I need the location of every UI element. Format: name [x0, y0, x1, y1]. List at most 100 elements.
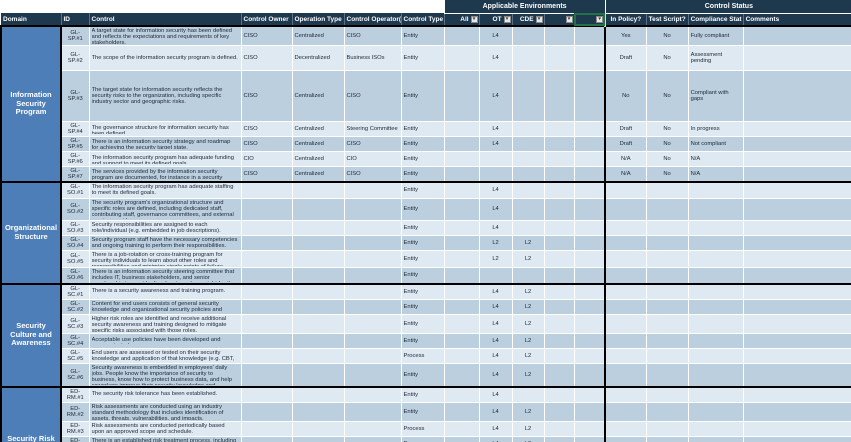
cell-control-type[interactable]: Process: [401, 421, 445, 437]
cell-compliance-status[interactable]: [688, 386, 744, 403]
env-cell-all[interactable]: [444, 363, 480, 387]
cell-operation-type[interactable]: [292, 220, 345, 236]
env-cell-blank-2[interactable]: [574, 182, 606, 199]
env-cell-blank-2[interactable]: [574, 220, 606, 236]
column-header-env-cde[interactable]: CDE ▾: [512, 13, 545, 26]
cell-in-policy[interactable]: [604, 402, 647, 422]
cell-in-policy[interactable]: N/A: [604, 166, 647, 183]
cell-operation-type[interactable]: [292, 267, 345, 284]
cell-id[interactable]: GL-SO.#5: [61, 250, 90, 268]
cell-in-policy[interactable]: No: [604, 70, 647, 122]
cell-in-policy[interactable]: Draft: [604, 136, 647, 152]
column-header-env-blank-1[interactable]: ▾: [544, 13, 575, 26]
cell-control-operator[interactable]: [344, 299, 402, 315]
cell-control[interactable]: There is an established risk treatment p…: [89, 436, 242, 442]
cell-comments[interactable]: [743, 299, 851, 315]
env-cell-blank-1[interactable]: [544, 363, 575, 387]
cell-control-operator[interactable]: CISO: [344, 166, 402, 183]
cell-in-policy[interactable]: [604, 348, 647, 364]
cell-comments[interactable]: [743, 182, 851, 199]
env-cell-blank-1[interactable]: [544, 299, 575, 315]
env-cell-blank-1[interactable]: [544, 348, 575, 364]
env-cell-cde[interactable]: [512, 220, 545, 236]
env-cell-all[interactable]: [444, 182, 480, 199]
env-cell-cde[interactable]: [512, 45, 545, 71]
cell-control[interactable]: Higher risk roles are identified and rec…: [89, 314, 242, 334]
cell-id[interactable]: ED-RM.#4: [61, 436, 90, 442]
env-cell-all[interactable]: [444, 166, 480, 183]
cell-control[interactable]: There is an information security steerin…: [89, 267, 242, 284]
cell-comments[interactable]: [743, 250, 851, 268]
env-cell-ot[interactable]: L4: [479, 70, 513, 122]
cell-compliance-status[interactable]: [688, 363, 744, 387]
cell-operation-type[interactable]: Centralized: [292, 70, 345, 122]
cell-comments[interactable]: [743, 421, 851, 437]
cell-control-operator[interactable]: CIO: [344, 151, 402, 167]
cell-compliance-status[interactable]: [688, 267, 744, 284]
cell-comments[interactable]: [743, 235, 851, 251]
cell-comments[interactable]: [743, 386, 851, 403]
cell-in-policy[interactable]: [604, 220, 647, 236]
cell-in-policy[interactable]: [604, 363, 647, 387]
env-cell-ot[interactable]: [479, 166, 513, 183]
cell-id[interactable]: GL-SC.#6: [61, 363, 90, 387]
cell-control-owner[interactable]: [241, 267, 293, 284]
env-cell-ot[interactable]: L2: [479, 235, 513, 251]
cell-control-operator[interactable]: [344, 348, 402, 364]
cell-control-owner[interactable]: [241, 436, 293, 442]
env-cell-cde[interactable]: L2: [512, 283, 545, 300]
filter-dropdown-icon[interactable]: ▾: [535, 15, 543, 23]
env-cell-blank-1[interactable]: [544, 198, 575, 221]
column-header-compliance-status[interactable]: Compliance Stat: [688, 13, 744, 26]
cell-control-type[interactable]: Process: [401, 436, 445, 442]
env-cell-blank-1[interactable]: [544, 402, 575, 422]
env-cell-ot[interactable]: L4: [479, 348, 513, 364]
env-cell-all[interactable]: [444, 151, 480, 167]
env-cell-blank-2[interactable]: [574, 436, 606, 442]
cell-control-owner[interactable]: [241, 235, 293, 251]
cell-id[interactable]: GL-SO.#4: [61, 235, 90, 251]
env-cell-blank-1[interactable]: [544, 333, 575, 349]
column-header-control[interactable]: Control: [89, 13, 242, 26]
cell-control-operator[interactable]: Steering Committee: [344, 121, 402, 137]
cell-control-type[interactable]: Entity: [401, 166, 445, 183]
cell-control-operator[interactable]: [344, 283, 402, 300]
cell-control-operator[interactable]: [344, 250, 402, 268]
env-cell-cde[interactable]: [512, 70, 545, 122]
cell-control-operator[interactable]: [344, 402, 402, 422]
column-header-control-operator[interactable]: Control Operator(s: [344, 13, 402, 26]
cell-control-owner[interactable]: CISO: [241, 121, 293, 137]
cell-compliance-status[interactable]: [688, 182, 744, 199]
cell-in-policy[interactable]: [604, 314, 647, 334]
cell-comments[interactable]: [743, 402, 851, 422]
cell-compliance-status[interactable]: [688, 436, 744, 442]
cell-id[interactable]: GL-SO.#3: [61, 220, 90, 236]
filter-dropdown-icon[interactable]: ▾: [565, 15, 573, 23]
domain-cell[interactable]: Security Culture and Awareness: [0, 283, 62, 387]
env-cell-blank-2[interactable]: [574, 151, 606, 167]
env-cell-all[interactable]: [444, 198, 480, 221]
cell-control-owner[interactable]: [241, 348, 293, 364]
domain-cell[interactable]: Organizational Structure: [0, 182, 62, 284]
env-cell-blank-1[interactable]: [544, 421, 575, 437]
env-cell-blank-2[interactable]: [574, 235, 606, 251]
env-cell-blank-1[interactable]: [544, 267, 575, 284]
cell-control-owner[interactable]: [241, 363, 293, 387]
env-cell-blank-1[interactable]: [544, 121, 575, 137]
cell-operation-type[interactable]: [292, 363, 345, 387]
cell-comments[interactable]: [743, 26, 851, 46]
cell-control[interactable]: There is an information security strateg…: [89, 136, 242, 152]
cell-test-script[interactable]: [646, 235, 689, 251]
env-cell-blank-1[interactable]: [544, 436, 575, 442]
cell-test-script[interactable]: [646, 182, 689, 199]
env-cell-blank-1[interactable]: [544, 235, 575, 251]
cell-comments[interactable]: [743, 436, 851, 442]
env-cell-ot[interactable]: L4: [479, 363, 513, 387]
cell-comments[interactable]: [743, 363, 851, 387]
env-cell-all[interactable]: [444, 70, 480, 122]
cell-test-script[interactable]: [646, 421, 689, 437]
domain-cell[interactable]: Information Security Program: [0, 26, 62, 182]
env-cell-blank-2[interactable]: [574, 136, 606, 152]
cell-id[interactable]: GL-SO.#2: [61, 198, 90, 221]
cell-compliance-status[interactable]: [688, 299, 744, 315]
